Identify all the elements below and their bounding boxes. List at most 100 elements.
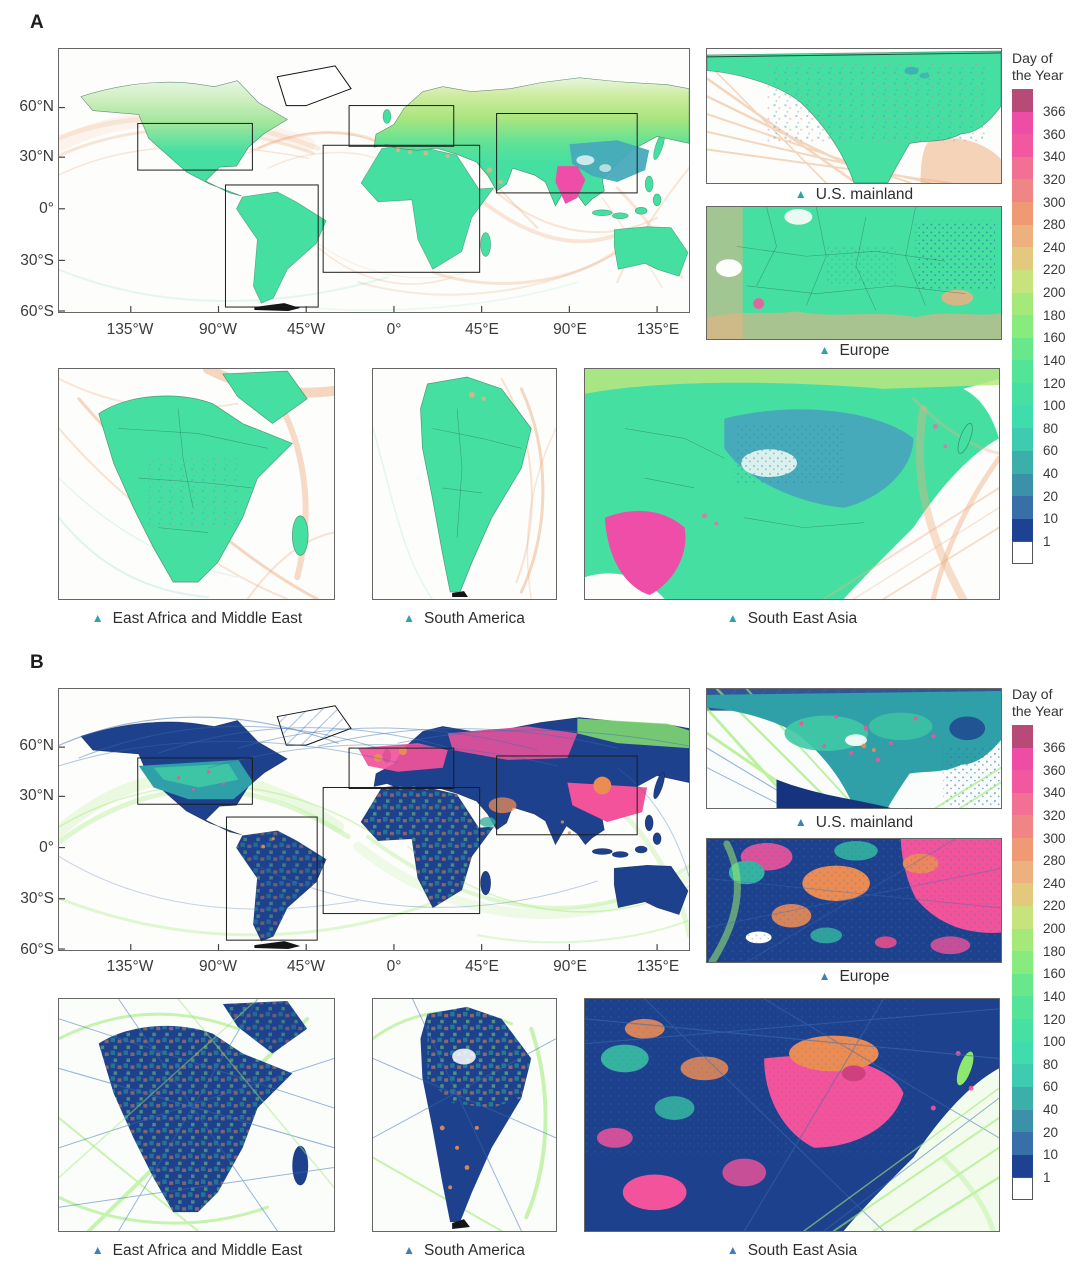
panel-a-ytick-60s: 60°S — [20, 303, 54, 320]
colorbar-tick-label: 60 — [1043, 1079, 1059, 1095]
caption-text: Europe — [839, 342, 890, 359]
colorbar-tick-label: 240 — [1043, 875, 1066, 891]
panel-a-world-map-svg — [59, 49, 689, 312]
colorbar-segment — [1012, 1177, 1033, 1201]
panel-b-xtick-90e: 90°E — [553, 958, 587, 975]
colorbar-tick-label: 360 — [1043, 762, 1066, 778]
colorbar-tick-label: 240 — [1043, 239, 1066, 255]
colorbar-tick-label: 320 — [1043, 171, 1066, 187]
colorbar-segment — [1012, 247, 1033, 271]
colorbar-tick-label: 340 — [1043, 149, 1066, 165]
triangle-marker-icon: ▲ — [91, 611, 104, 625]
triangle-marker-icon: ▲ — [818, 343, 831, 357]
colorbar-tick-label: 180 — [1043, 307, 1066, 323]
colorbar-segment — [1012, 224, 1033, 248]
colorbar-segment — [1012, 315, 1033, 339]
colorbar-tick-label: 60 — [1043, 443, 1059, 459]
triangle-marker-icon: ▲ — [726, 611, 739, 625]
caption-text: South America — [424, 1242, 525, 1259]
colorbar-segment — [1012, 747, 1033, 771]
panel-b-ytick-60n: 60°N — [19, 737, 54, 754]
colorbar-segment — [1012, 815, 1033, 839]
colorbar-tick-label: 140 — [1043, 988, 1066, 1004]
colorbar-segment — [1012, 883, 1033, 907]
colorbar-segment — [1012, 725, 1033, 749]
colorbar-segment — [1012, 1154, 1033, 1178]
colorbar-segment — [1012, 1019, 1033, 1043]
colorbar-segment — [1012, 450, 1033, 474]
colorbar-segment — [1012, 156, 1033, 180]
colorbar-tick-label: 100 — [1043, 1034, 1066, 1050]
panel-b-xtick-135w: 135°W — [106, 958, 154, 975]
panel-a-xtick-0: 0° — [386, 321, 402, 338]
colorbar-tick-label: 180 — [1043, 943, 1066, 959]
triangle-marker-icon: ▲ — [91, 1243, 104, 1257]
triangle-marker-icon: ▲ — [726, 1243, 739, 1257]
panel-a-inset-europe-map — [706, 206, 1002, 340]
panel-b-inset-europe-map — [706, 838, 1002, 963]
colorbar-tick-label: 360 — [1043, 126, 1066, 142]
caption-text: South America — [424, 610, 525, 627]
caption-text: East Africa and Middle East — [112, 1242, 303, 1259]
colorbar-segment — [1012, 428, 1033, 452]
colorbar-tick-label: 280 — [1043, 217, 1066, 233]
colorbar-tick-label: 160 — [1043, 966, 1066, 982]
colorbar-tick-label: 100 — [1043, 398, 1066, 414]
colorbar-segment — [1012, 111, 1033, 135]
panel-b-ytick-0: 0° — [39, 839, 54, 856]
colorbar-tick-label: 120 — [1043, 1011, 1066, 1027]
colorbar-tick-label: 366 — [1043, 740, 1066, 756]
colorbar-title-line1: Day of — [1012, 686, 1053, 702]
colorbar-segment — [1012, 838, 1033, 862]
colorbar-tick-label: 40 — [1043, 1102, 1059, 1118]
colorbar-tick-label: 1 — [1043, 533, 1051, 549]
colorbar-tick-label: 220 — [1043, 898, 1066, 914]
triangle-marker-icon: ▲ — [403, 1243, 416, 1257]
colorbar-tick-label: 300 — [1043, 194, 1066, 210]
colorbar-tick-label: 80 — [1043, 1056, 1059, 1072]
panel-b-xtick-45e: 45°E — [465, 958, 499, 975]
panel-b-ytick-30s: 30°S — [20, 890, 54, 907]
panel-a-inset-seasia-caption: ▲ South East Asia — [632, 610, 952, 628]
colorbar-segment — [1012, 905, 1033, 929]
panel-a-xtick-135w: 135°W — [106, 321, 154, 338]
colorbar-tick-label: 340 — [1043, 785, 1066, 801]
colorbar-tick-label: 10 — [1043, 1147, 1059, 1163]
panel-a-colorbar: Day of the Year 366 360 340 320 300 280 240 220… — [1012, 50, 1080, 565]
colorbar-tick-label: 80 — [1043, 420, 1059, 436]
colorbar-tick-label: 160 — [1043, 330, 1066, 346]
panel-a-xtick-90e: 90°E — [553, 321, 587, 338]
panel-b-inset-africa-map — [58, 998, 335, 1232]
panel-b-inset-seasia-map — [584, 998, 1000, 1232]
panel-a-xtick-45w: 45°W — [286, 321, 326, 338]
panel-b-inset-europe-caption: ▲ Europe — [694, 968, 1014, 986]
colorbar-segment — [1012, 134, 1033, 158]
panel-a-xtick-90w: 90°W — [198, 321, 238, 338]
colorbar-tick-label: 366 — [1043, 104, 1066, 120]
colorbar-segment — [1012, 928, 1033, 952]
colorbar-tick-label: 200 — [1043, 921, 1066, 937]
colorbar-tick-label: 10 — [1043, 511, 1059, 527]
panel-b-ytick-60s: 60°S — [20, 941, 54, 958]
colorbar-segment — [1012, 792, 1033, 816]
colorbar-segment — [1012, 473, 1033, 497]
panel-a-inset-samerica-caption: ▲ South America — [304, 610, 624, 628]
colorbar-segment — [1012, 973, 1033, 997]
panel-b-xtick-135e: 135°E — [636, 958, 680, 975]
colorbar-segment — [1012, 1086, 1033, 1110]
colorbar-segment — [1012, 202, 1033, 226]
colorbar-tick-label: 40 — [1043, 466, 1059, 482]
panel-b-ytick-30n: 30°N — [19, 787, 54, 804]
panel-b-inset-us-caption: ▲ U.S. mainland — [694, 814, 1014, 832]
colorbar-scale: 366 360 340 320 300 280 240 220 200 180 160 140 120 1… — [1012, 725, 1080, 1201]
panel-b-world-map-svg — [59, 689, 689, 950]
panel-a-inset-seasia-map — [584, 368, 1000, 600]
panel-b-inset-us-map — [706, 688, 1002, 809]
colorbar-segment — [1012, 383, 1033, 407]
colorbar-tick-label: 140 — [1043, 352, 1066, 368]
panel-b-xtick-0: 0° — [386, 958, 402, 975]
colorbar-segment — [1012, 951, 1033, 975]
colorbar-title-line1: Day of — [1012, 50, 1053, 66]
panel-a-inset-us-caption: ▲ U.S. mainland — [694, 186, 1014, 204]
